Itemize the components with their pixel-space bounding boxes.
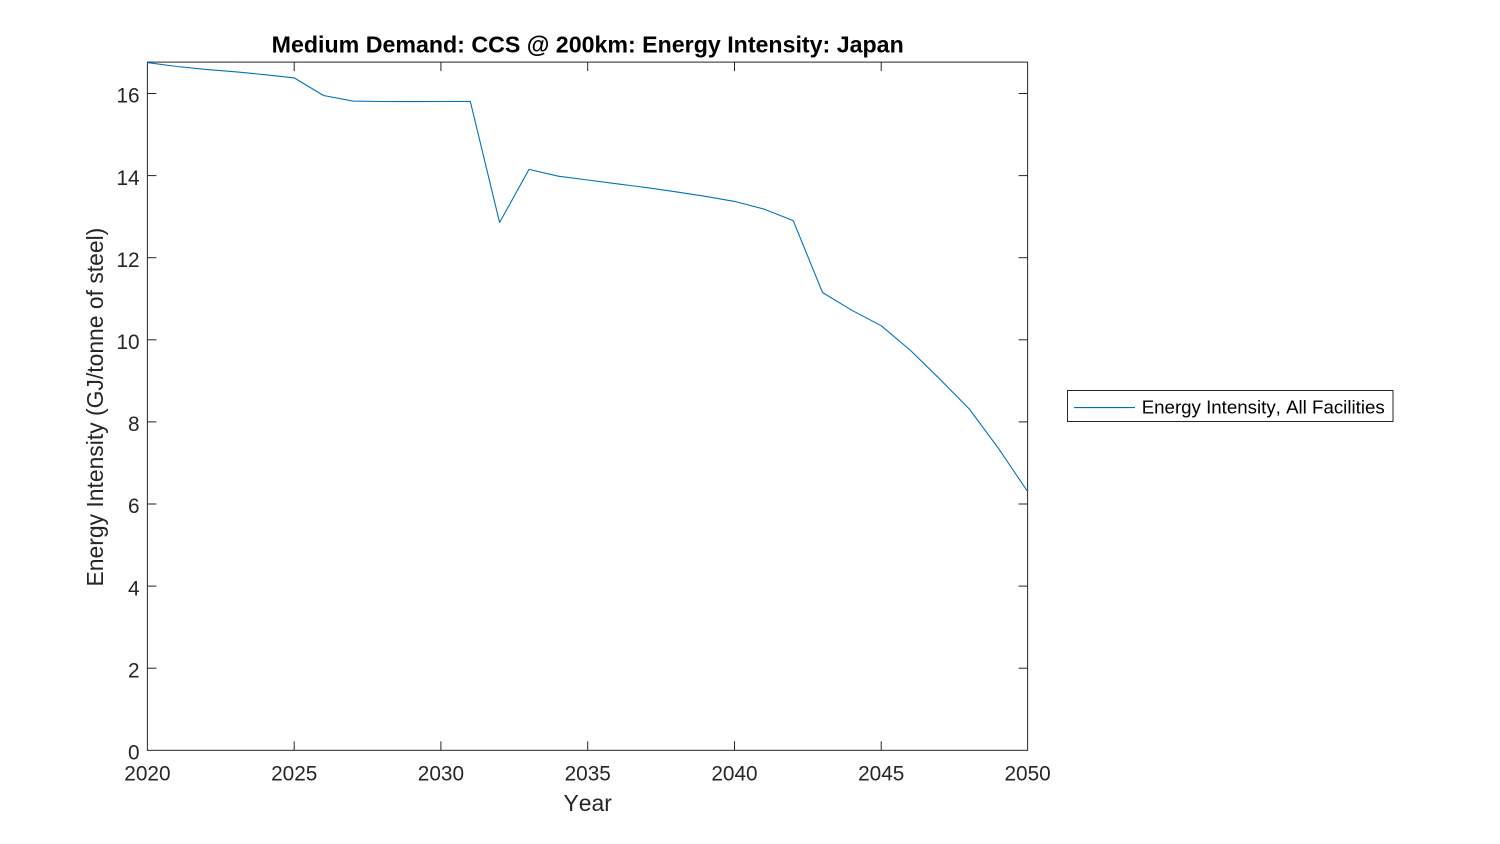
svg-text:4: 4 — [128, 577, 140, 600]
svg-text:8: 8 — [128, 413, 140, 436]
svg-text:16: 16 — [116, 85, 139, 108]
svg-text:2035: 2035 — [565, 763, 611, 786]
svg-text:Energy Intensity (GJ/tonne of: Energy Intensity (GJ/tonne of steel) — [82, 228, 108, 587]
svg-text:2030: 2030 — [418, 763, 464, 786]
svg-text:10: 10 — [116, 331, 139, 354]
svg-text:2: 2 — [128, 659, 140, 682]
svg-text:2040: 2040 — [711, 763, 757, 786]
svg-text:Year: Year — [564, 790, 613, 816]
svg-text:6: 6 — [128, 495, 140, 518]
svg-text:2045: 2045 — [858, 763, 904, 786]
svg-text:2050: 2050 — [1004, 763, 1050, 786]
svg-text:2025: 2025 — [271, 763, 317, 786]
svg-text:0: 0 — [128, 742, 140, 765]
svg-text:12: 12 — [116, 249, 139, 272]
svg-text:2020: 2020 — [124, 763, 170, 786]
svg-text:14: 14 — [116, 167, 139, 190]
svg-text:Energy Intensity, All Faciliti: Energy Intensity, All Facilities — [1142, 396, 1385, 417]
svg-text:Medium Demand: CCS @ 200km: En: Medium Demand: CCS @ 200km: Energy Inten… — [272, 32, 904, 58]
